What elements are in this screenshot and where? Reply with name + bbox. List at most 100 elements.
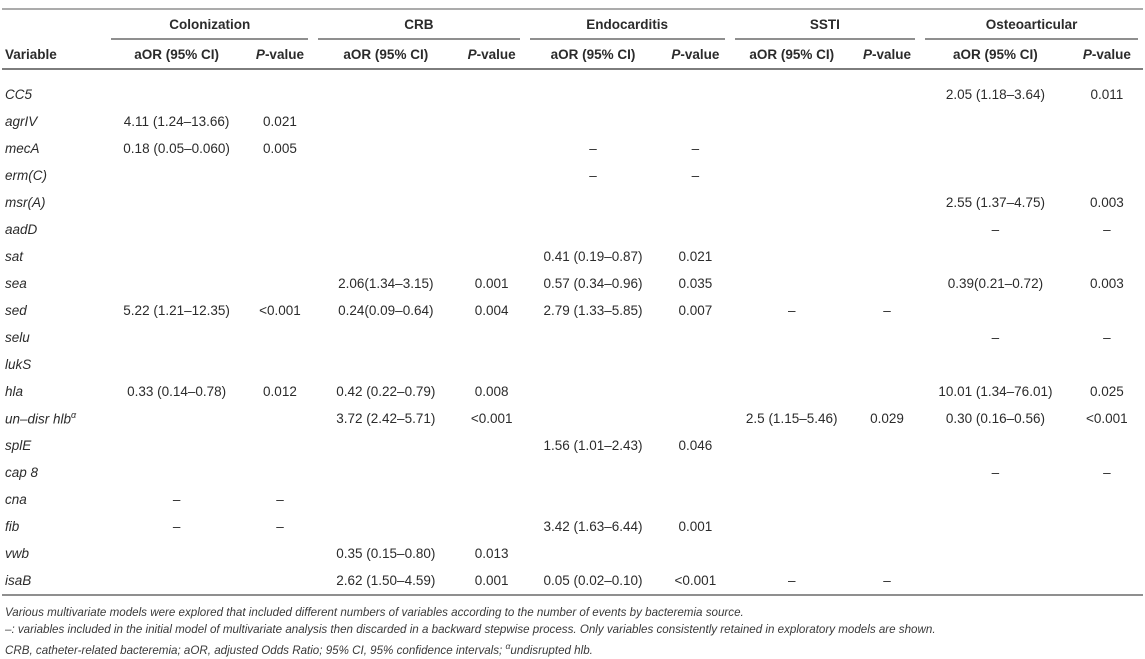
p-value-cell: – xyxy=(276,492,284,507)
group-header-spacer xyxy=(2,9,106,40)
aor-cell xyxy=(730,270,854,297)
group-label: CRB xyxy=(318,17,520,40)
aor-cell xyxy=(730,108,854,135)
pvalue-header: P-value xyxy=(1070,40,1143,70)
aor-cell: – xyxy=(787,303,796,318)
p-value-cell xyxy=(661,108,729,135)
p-value-cell xyxy=(247,216,313,243)
p-value-cell xyxy=(247,405,313,432)
p-value-cell xyxy=(661,540,729,567)
aor-cell: 0.30 (0.16–0.56) xyxy=(945,411,1045,426)
table-row: un–disr hlbα 3.72 (2.42–5.71) <0.001 2.5 (1… xyxy=(2,405,1143,432)
p-value-cell xyxy=(459,162,525,189)
variable-name: cap 8 xyxy=(5,465,39,480)
aor-cell: 0.41 (0.19–0.87) xyxy=(543,249,643,264)
p-value-cell xyxy=(1071,297,1143,324)
aor-cell: 0.33 (0.14–0.78) xyxy=(127,384,227,399)
aor-cell: – xyxy=(589,141,597,156)
aor-cell: – xyxy=(172,492,181,507)
variable-name: lukS xyxy=(5,357,32,372)
aor-cell: 3.42 (1.63–6.44) xyxy=(543,519,643,534)
group-header-row: Colonization CRB Endocarditis SSTI Osteo… xyxy=(2,9,1143,40)
aor-cell: 2.05 (1.18–3.64) xyxy=(945,87,1045,102)
table-row: fib – – 3.42 (1.63–6.44) 0.001 xyxy=(2,513,1143,540)
aor-cell xyxy=(106,69,246,108)
p-value-cell xyxy=(1071,486,1143,513)
pvalue-header: P-value xyxy=(458,40,525,70)
variable-name: isaB xyxy=(5,573,32,588)
aor-cell xyxy=(106,351,246,378)
table-row: cna – – xyxy=(2,486,1143,513)
aor-header: aOR (95% CI) xyxy=(313,40,459,70)
p-value-cell xyxy=(854,432,920,459)
table-footnotes: Various multivariate models were explore… xyxy=(2,605,1143,659)
p-value-cell: 0.011 xyxy=(1090,87,1124,102)
aor-cell xyxy=(730,351,854,378)
aor-cell xyxy=(525,459,661,486)
p-value-cell xyxy=(459,324,525,351)
p-value-cell xyxy=(661,486,729,513)
variable-name: un–disr hlbα xyxy=(5,410,77,427)
p-value-cell: 0.003 xyxy=(1089,276,1124,291)
aor-cell xyxy=(106,405,246,432)
p-value-cell xyxy=(247,540,313,567)
variable-name: mecA xyxy=(5,141,40,156)
p-value-cell: – xyxy=(883,573,891,588)
aor-cell: 0.18 (0.05–0.060) xyxy=(123,141,230,156)
p-value-cell xyxy=(854,216,920,243)
aor-cell xyxy=(920,486,1071,513)
footnote-models: Various multivariate models were explore… xyxy=(5,606,744,619)
group-label: Osteoarticular xyxy=(925,17,1138,40)
table-row: lukS xyxy=(2,351,1143,378)
aor-cell: 2.79 (1.33–5.85) xyxy=(543,303,643,318)
variable-name: splE xyxy=(5,438,32,453)
aor-cell xyxy=(730,189,854,216)
aor-cell: 0.24(0.09–0.64) xyxy=(338,303,434,318)
table-row: mecA 0.18 (0.05–0.060) 0.005 – – xyxy=(2,135,1143,162)
p-value-cell: 0.003 xyxy=(1089,195,1124,210)
p-value-cell xyxy=(459,69,525,108)
table-row: cap 8 – – xyxy=(2,459,1143,486)
aor-cell xyxy=(730,162,854,189)
p-value-cell xyxy=(247,459,313,486)
p-value-cell: – xyxy=(276,519,284,534)
variable-name: erm(C) xyxy=(5,168,47,183)
p-value-cell: <0.001 xyxy=(259,303,301,318)
column-header-row: Variable aOR (95% CI) P-value aOR (95% C… xyxy=(2,40,1143,70)
p-value-cell xyxy=(459,216,525,243)
p-value-cell xyxy=(854,270,920,297)
table-row: selu – – xyxy=(2,324,1143,351)
p-value-cell: 0.046 xyxy=(678,438,713,453)
p-value-cell xyxy=(854,69,920,108)
aor-cell xyxy=(525,405,661,432)
p-value-cell xyxy=(459,351,525,378)
p-value-cell xyxy=(459,432,525,459)
p-value-cell xyxy=(459,189,525,216)
aor-cell: 0.05 (0.02–0.10) xyxy=(543,573,643,588)
aor-cell xyxy=(313,243,459,270)
p-value-cell: 0.025 xyxy=(1089,384,1124,399)
p-value-cell: <0.001 xyxy=(1086,411,1128,426)
p-value-cell xyxy=(247,243,313,270)
p-value-cell: – xyxy=(691,168,700,183)
aor-cell xyxy=(313,351,459,378)
aor-cell xyxy=(920,513,1071,540)
p-value-cell: – xyxy=(1103,222,1111,237)
table-row: hla 0.33 (0.14–0.78) 0.012 0.42 (0.22–0.79)… xyxy=(2,378,1143,405)
p-value-cell xyxy=(1071,513,1143,540)
aor-cell xyxy=(313,135,459,162)
variable-name: agrIV xyxy=(5,114,38,129)
aor-cell: 5.22 (1.21–12.35) xyxy=(123,303,230,318)
aor-cell xyxy=(920,135,1071,162)
aor-cell: 10.01 (1.34–76.01) xyxy=(938,384,1053,399)
p-value-cell: 0.021 xyxy=(678,249,713,264)
aor-cell xyxy=(920,162,1071,189)
p-value-cell xyxy=(1071,567,1143,595)
table-row: sat 0.41 (0.19–0.87) 0.021 xyxy=(2,243,1143,270)
aor-cell xyxy=(730,513,854,540)
aor-cell: – xyxy=(991,330,1000,345)
p-value-cell xyxy=(247,69,313,108)
aor-cell xyxy=(920,297,1071,324)
aor-cell xyxy=(313,216,459,243)
group-label: Endocarditis xyxy=(529,17,725,40)
